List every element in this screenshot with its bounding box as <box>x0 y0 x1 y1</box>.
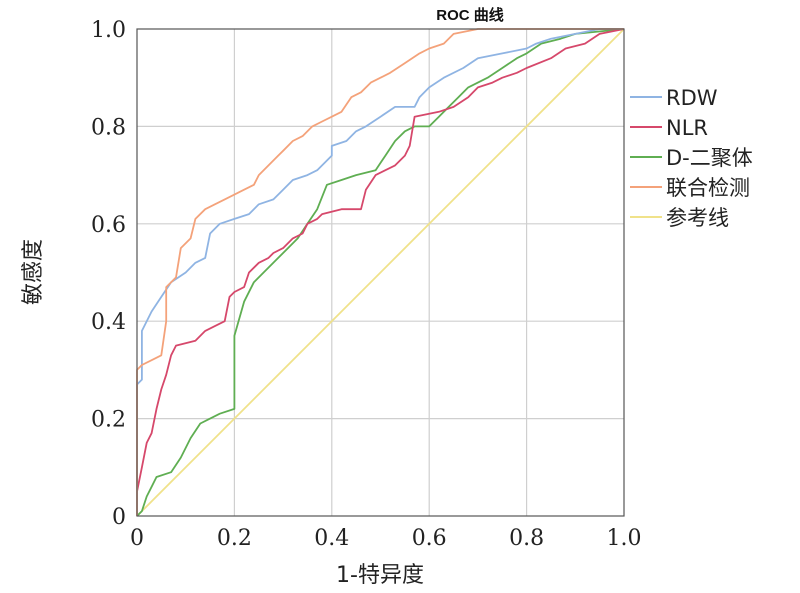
legend-label: NLR <box>666 116 708 140</box>
legend-label: RDW <box>666 86 718 110</box>
y-tick-labels: 0 0.2 0.4 0.6 0.8 1.0 <box>91 18 126 530</box>
x-tick-label: 0.8 <box>509 526 544 551</box>
legend-label: 联合检测 <box>666 176 750 200</box>
legend-label: D-二聚体 <box>666 146 753 170</box>
y-tick-label: 0.8 <box>91 115 126 140</box>
legend-label: 参考线 <box>666 206 729 230</box>
series-line-3 <box>136 28 624 516</box>
chart-title: ROC 曲线 <box>436 6 504 24</box>
y-axis-title: 敏感度 <box>21 239 46 305</box>
x-tick-label: 0.6 <box>412 526 447 551</box>
series-line-2 <box>136 28 625 517</box>
y-tick-label: 1.0 <box>91 18 126 43</box>
y-tick-label: 0 <box>112 505 126 530</box>
y-tick-label: 0.4 <box>91 310 126 335</box>
y-tick-label: 0.2 <box>91 408 126 433</box>
plot-frame <box>136 28 625 517</box>
x-tick-label: 0.4 <box>314 526 349 551</box>
plot-grid <box>137 29 624 516</box>
series-line-4 <box>136 28 625 517</box>
x-tick-label: 1.0 <box>607 526 642 551</box>
x-tick-label: 0.2 <box>217 526 252 551</box>
x-tick-label: 0 <box>130 526 144 551</box>
x-tick-labels: 0 0.2 0.4 0.6 0.8 1.0 <box>130 526 642 551</box>
series-line-0 <box>136 28 624 516</box>
series-layer <box>136 28 625 517</box>
x-axis-title: 1-特异度 <box>336 563 424 588</box>
y-tick-label: 0.6 <box>91 213 126 238</box>
series-line-1 <box>136 28 625 516</box>
